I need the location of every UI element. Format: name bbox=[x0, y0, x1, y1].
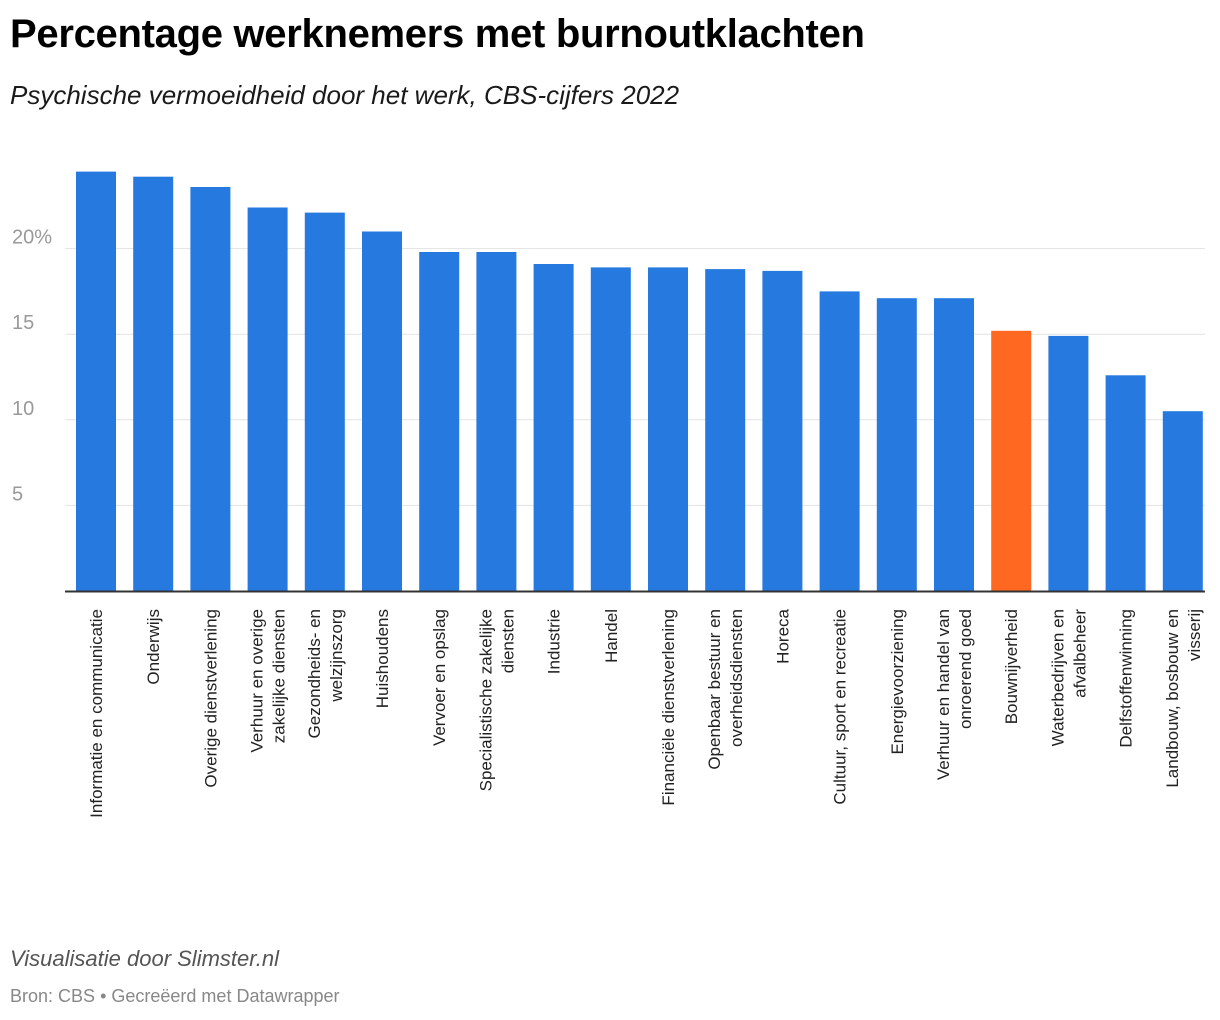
source-line: Bron: CBS • Gecreëerd met Datawrapper bbox=[10, 986, 340, 1007]
x-tick-label: Industrie bbox=[545, 609, 564, 674]
bar bbox=[533, 264, 574, 591]
bar bbox=[1105, 375, 1146, 591]
visualisation-credit: Visualisatie door Slimster.nl bbox=[10, 946, 280, 971]
chart-subtitle: Psychische vermoeidheid door het werk, C… bbox=[10, 80, 680, 110]
bar bbox=[419, 252, 460, 591]
bar bbox=[876, 298, 917, 591]
separator-dot: • bbox=[100, 986, 107, 1006]
x-tick-label: Onderwijs bbox=[144, 609, 163, 685]
bar bbox=[304, 212, 345, 591]
x-tick-label: Openbaar bestuur en overheidsdiensten bbox=[705, 609, 746, 770]
x-tick-label: Cultuur, sport en recreatie bbox=[831, 609, 850, 805]
bar bbox=[819, 291, 860, 591]
bar-chart: 5 10 15 20% Informatie en communicatie Onderw… bbox=[12, 171, 1205, 818]
y-tick-label: 5 bbox=[12, 483, 23, 505]
x-tick-label: Horeca bbox=[773, 608, 792, 663]
x-tick-label: Financiële dienstverlening bbox=[659, 609, 678, 806]
bar bbox=[934, 298, 974, 591]
x-tick-label: Informatie en communicatie bbox=[87, 609, 106, 818]
bar bbox=[1048, 335, 1089, 591]
x-tick-label: Waterbedrijven en afvalbeheer bbox=[1048, 609, 1089, 747]
bar bbox=[991, 330, 1032, 591]
chart-title: Percentage werknemers met burnoutklachte… bbox=[10, 12, 865, 56]
x-tick-label: Specialistische zakelijke diensten bbox=[476, 609, 517, 791]
bar bbox=[762, 270, 803, 591]
bar bbox=[133, 176, 174, 591]
x-tick-label: Huishoudens bbox=[373, 609, 392, 708]
bar bbox=[247, 207, 288, 591]
bar bbox=[362, 231, 402, 591]
y-tick-label: 15 bbox=[12, 312, 34, 334]
x-tick-label: Landbouw, bosbouw en visserij bbox=[1163, 609, 1204, 788]
x-tick-label: Overige dienstverlening bbox=[201, 609, 220, 788]
x-tick-label: Gezondheids- en welzijnszorg bbox=[305, 609, 346, 738]
x-tick-label: Verhuur en overige zakelijke diensten bbox=[248, 609, 289, 753]
bar bbox=[476, 252, 517, 591]
bar bbox=[590, 267, 631, 591]
bar bbox=[648, 267, 688, 591]
bar bbox=[190, 187, 231, 591]
bar bbox=[705, 269, 746, 591]
x-tick-label: Delfstoffenwinning bbox=[1117, 609, 1136, 748]
y-tick-label: 20% bbox=[12, 227, 52, 249]
made-with-label: Gecreëerd met Datawrapper bbox=[111, 986, 340, 1006]
source-label: Bron: CBS bbox=[10, 986, 96, 1006]
x-tick-label: Bouwnijverheid bbox=[1002, 609, 1021, 724]
x-tick-label: Verhuur en handel van onroerend goed bbox=[934, 609, 975, 780]
y-tick-label: 10 bbox=[12, 398, 34, 420]
x-tick-label: Vervoer en opslag bbox=[430, 609, 449, 746]
x-tick-label: Handel bbox=[602, 609, 621, 663]
x-tick-label: Energievoorziening bbox=[888, 609, 907, 755]
bar bbox=[1162, 411, 1203, 591]
bar bbox=[76, 171, 116, 591]
